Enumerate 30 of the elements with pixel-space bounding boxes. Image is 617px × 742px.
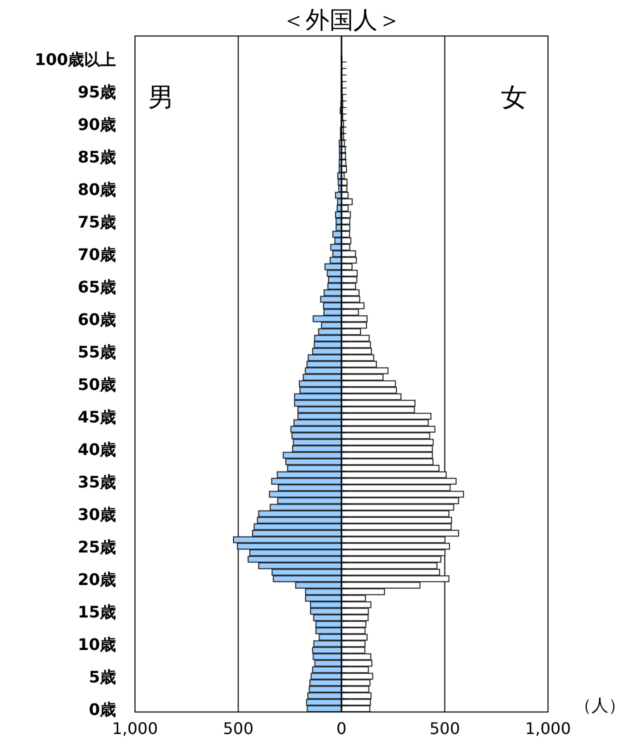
x-tick-label: 500 [429,719,460,738]
y-tick-label: 0歳 [88,700,116,719]
y-tick-label: 10歳 [78,634,116,654]
y-tick-label: 85歳 [78,147,116,166]
y-tick-label: 20歳 [78,570,116,589]
x-tick-label: 500 [222,719,254,738]
x-tick-label: 0 [336,719,347,738]
y-tick-label: 45歳 [78,407,116,426]
y-tick-label: 70歳 [78,244,116,264]
annotation: 女 [501,83,527,113]
x-tick-label: 1,000 [525,719,571,738]
y-tick-label: 75歳 [78,212,116,232]
x-axis-title: （人） [574,696,617,716]
y-tick-label: 80歳 [78,180,116,199]
y-tick-label: 35歳 [78,472,116,492]
y-tick-label: 90歳 [78,114,116,134]
y-tick-label: 30歳 [78,504,116,524]
y-tick-label: 40歳 [78,440,116,459]
y-tick-label: 100歳以上 [34,50,116,69]
y-tick-label: 50歳 [78,374,116,394]
y-tick-label: 60歳 [78,310,116,329]
annotation: 男 [148,83,174,113]
chart-title: ＜外国人＞ [282,6,402,34]
y-tick-label: 55歳 [78,342,116,362]
x-tick-label: 1,000 [112,719,158,738]
y-tick-label: 65歳 [78,277,116,296]
y-tick-label: 15歳 [78,602,116,622]
y-tick-label: 5歳 [88,667,116,686]
y-tick-label: 95歳 [78,82,116,102]
y-tick-label: 25歳 [78,537,116,556]
